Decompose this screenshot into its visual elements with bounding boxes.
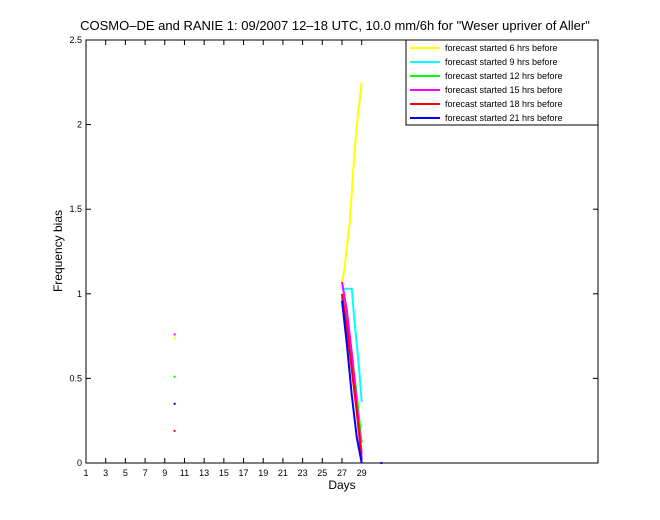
legend-label: forecast started 21 hrs before: [445, 113, 563, 123]
series-point-3: [173, 375, 176, 378]
series-points: [173, 333, 383, 464]
x-axis-label: Days: [328, 478, 355, 492]
series-point-5: [173, 429, 176, 432]
x-tick-label: 3: [103, 468, 108, 478]
series-line-6: [341, 300, 363, 464]
y-tick-label: 0.5: [69, 373, 82, 383]
y-tick-label: 2.5: [69, 35, 82, 45]
x-tick-label: 23: [298, 468, 308, 478]
legend-label: forecast started 18 hrs before: [445, 99, 563, 109]
x-tick-label: 13: [199, 468, 209, 478]
y-axis-label: Frequency bias: [51, 210, 65, 292]
x-tick-label: 11: [180, 468, 189, 478]
legend-label: forecast started 15 hrs before: [445, 85, 563, 95]
series-line-2: [342, 287, 363, 403]
x-tick-label: 27: [337, 468, 347, 478]
x-tick-label: 5: [123, 468, 128, 478]
x-tick-label: 1: [83, 468, 88, 478]
x-tick-label: 19: [258, 468, 268, 478]
y-tick-label: 1.5: [69, 204, 82, 214]
x-tick-label: 9: [162, 468, 167, 478]
legend-label: forecast started 12 hrs before: [445, 71, 563, 81]
x-tick-label: 15: [219, 468, 229, 478]
series-lines: [341, 82, 363, 464]
chart-title: COSMO–DE and RANIE 1: 09/2007 12–18 UTC,…: [80, 18, 590, 33]
series-point-1: [173, 336, 176, 339]
x-tick-label: 21: [278, 468, 288, 478]
x-tick-label: 25: [317, 468, 327, 478]
legend-label: forecast started 6 hrs before: [445, 43, 558, 53]
x-tick-label: 7: [143, 468, 148, 478]
y-tick-label: 2: [77, 120, 82, 130]
series-point-6: [380, 462, 383, 464]
x-axis: 1 3 5 7 9 11 13 15 17 19 21 23 25 27 29: [83, 40, 367, 478]
legend: forecast started 6 hrs before forecast st…: [405, 39, 599, 126]
y-tick-label: 0: [77, 458, 82, 468]
legend-label: forecast started 9 hrs before: [445, 57, 558, 67]
x-tick-label: 29: [357, 468, 367, 478]
x-tick-label: 17: [239, 468, 249, 478]
series-point-4: [173, 333, 176, 336]
series-line-5: [341, 293, 363, 460]
series-point-6: [173, 402, 176, 405]
y-tick-label: 1: [77, 289, 82, 299]
legend-box: [405, 39, 599, 126]
series-line-1: [341, 82, 363, 284]
